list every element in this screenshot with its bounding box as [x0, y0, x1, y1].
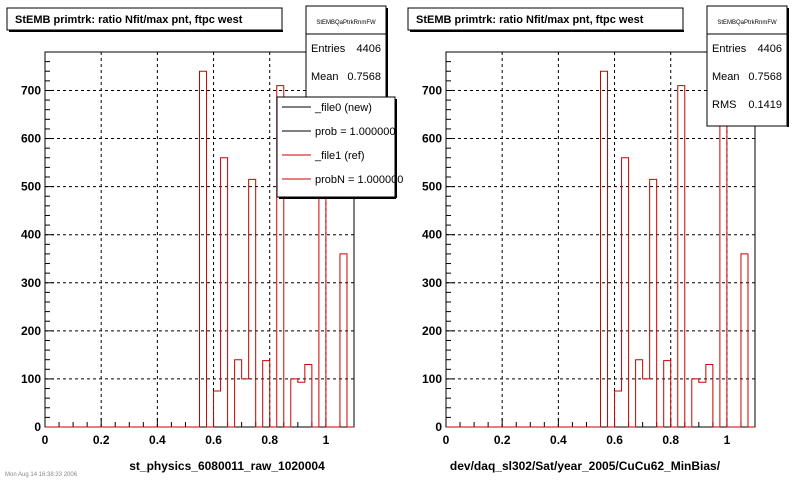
pad-title: StEMB primtrk: ratio Nfit/max pnt, ftpc …	[15, 14, 243, 26]
pad-2: 0 0.2 0.4 0.6 0.8 1 0 100 200 300 400 500 600 700 StEM…	[407, 5, 789, 473]
footer-timestamp: Mon Aug 14 16:38:33 2006	[5, 472, 78, 478]
x-axis-label: dev/daq_sl302/Sat/year_2005/CuCu62_MinBi…	[450, 459, 721, 473]
y-tick-label: 500	[422, 180, 442, 194]
legend-label: _file1 (ref)	[314, 150, 365, 162]
x-tick-label: 0	[42, 433, 49, 447]
x-tick-label: 0.4	[550, 433, 567, 447]
y-tick-label: 100	[422, 372, 442, 386]
x-tick-label: 0.2	[494, 433, 511, 447]
stats-name: StEMBQaPtrkRnmFW	[717, 20, 777, 26]
y-tick-label: 100	[21, 372, 41, 386]
x-tick-label: 0.8	[662, 433, 679, 447]
pad-title: StEMB primtrk: ratio Nfit/max pnt, ftpc …	[416, 14, 644, 26]
legend-label: prob = 1.000000	[315, 126, 395, 138]
y-tick-label: 400	[21, 228, 41, 242]
y-tick-label: 700	[422, 83, 442, 97]
stats-box	[706, 5, 788, 127]
x-axis-label: st_physics_6080011_raw_1020004	[129, 459, 325, 473]
legend: _file0 (new) prob = 1.000000 _file1 (ref) p…	[276, 96, 403, 199]
stats-box	[305, 5, 387, 103]
y-tick-label: 300	[422, 276, 442, 290]
x-tick-label: 0.4	[149, 433, 166, 447]
y-tick-label: 200	[21, 324, 41, 338]
stats-label: Entries	[712, 43, 747, 55]
y-tick-label: 600	[21, 132, 41, 146]
stats-name: StEMBQaPtrkRnmFW	[316, 20, 376, 26]
y-tick-label: 600	[422, 132, 442, 146]
y-tick-label: 500	[21, 180, 41, 194]
legend-label: _file0 (new)	[314, 102, 372, 114]
y-tick-label: 0	[34, 420, 41, 434]
stats-label: Mean	[311, 71, 339, 83]
y-tick-label: 400	[422, 228, 442, 242]
stats-value: 0.1419	[748, 99, 782, 111]
stats-label: Mean	[712, 71, 740, 83]
stats-value: 0.7568	[347, 71, 381, 83]
x-tick-label: 0.6	[205, 433, 222, 447]
x-tick-label: 0.2	[93, 433, 110, 447]
x-tick-label: 1	[323, 433, 330, 447]
stats-value: 4406	[357, 43, 381, 55]
x-tick-label: 0.6	[606, 433, 623, 447]
x-tick-label: 1	[724, 433, 731, 447]
pad-1: 0 0.2 0.4 0.6 0.8 1 0 100 200 300 400 500 600 700 StEM…	[6, 5, 403, 473]
y-tick-label: 700	[21, 83, 41, 97]
stats-label: RMS	[712, 99, 736, 111]
x-tick-label: 0.8	[261, 433, 278, 447]
y-tick-label: 200	[422, 324, 442, 338]
stats-label: Entries	[311, 43, 346, 55]
y-tick-label: 300	[21, 276, 41, 290]
stats-value: 0.7568	[748, 71, 782, 83]
stats-value: 4406	[758, 43, 782, 55]
x-tick-label: 0	[443, 433, 450, 447]
y-tick-label: 0	[435, 420, 442, 434]
histogram-series	[45, 70, 354, 428]
legend-box	[276, 96, 396, 198]
legend-label: probN = 1.000000	[315, 174, 403, 186]
histogram-series	[446, 70, 755, 428]
